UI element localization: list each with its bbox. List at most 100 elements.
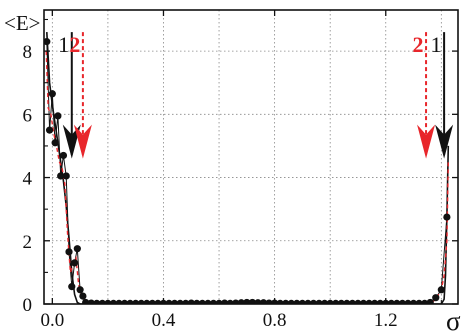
- data-point: [87, 299, 95, 304]
- data-point: [137, 299, 145, 304]
- data-point: [237, 299, 245, 304]
- data-point: [76, 286, 84, 294]
- solid-curve: [46, 32, 450, 304]
- data-point: [154, 299, 162, 304]
- data-point: [343, 299, 351, 304]
- arrow-label-2: 2: [69, 32, 80, 57]
- series-2-line: [45, 51, 449, 304]
- data-point: [198, 299, 206, 304]
- data-point: [120, 299, 129, 304]
- data-point: [304, 299, 312, 304]
- data-point: [204, 299, 212, 304]
- ticks: 0.0 0.4 0.8 1.2 0 2 4 6 8: [23, 10, 458, 331]
- arrow-head-3: [417, 124, 436, 159]
- data-point: [109, 299, 118, 304]
- data-point: [437, 286, 445, 294]
- data-point: [170, 299, 179, 304]
- data-point: [79, 292, 87, 300]
- y-axis-label: <E>: [4, 11, 41, 35]
- y-tick-label: 4: [23, 169, 33, 190]
- data-point: [421, 299, 429, 304]
- data-point: [432, 294, 440, 302]
- x-tick-label: 0.8: [263, 310, 287, 331]
- data-point: [193, 299, 201, 304]
- data-point: [232, 299, 240, 304]
- data-point: [398, 299, 407, 304]
- data-point: [126, 299, 134, 304]
- data-point: [73, 245, 81, 253]
- data-point: [415, 299, 423, 304]
- data-point: [254, 299, 262, 304]
- plot-frame: [43, 9, 459, 305]
- data-point: [365, 299, 373, 304]
- data-point: [165, 299, 173, 304]
- data-point: [70, 259, 79, 267]
- x-axis-label: σ: [446, 306, 461, 332]
- arrow-label-3: 2: [413, 32, 424, 57]
- data-point: [321, 299, 329, 304]
- data-point: [426, 298, 434, 304]
- data-point: [359, 299, 368, 304]
- y-tick-label: 8: [23, 42, 33, 63]
- data-point: [115, 299, 123, 304]
- data-point: [315, 299, 323, 304]
- data-point: [187, 299, 195, 304]
- data-point: [387, 299, 395, 304]
- data-point: [132, 299, 140, 304]
- data-point: [298, 299, 307, 304]
- data-point: [332, 299, 340, 304]
- data-point: [65, 248, 73, 256]
- data-point: [221, 299, 229, 304]
- data-point: [143, 299, 151, 304]
- y-tick-label: 2: [23, 232, 33, 253]
- y-tick-label: 6: [23, 105, 33, 126]
- data-point: [182, 299, 190, 304]
- arrow-label-4: 1: [431, 32, 442, 57]
- data-point: [98, 299, 106, 304]
- curves: [45, 32, 450, 304]
- x-tick-label: 1.2: [374, 310, 398, 331]
- data-point: [443, 213, 451, 221]
- data-point: [348, 299, 357, 304]
- data-point: [93, 299, 101, 304]
- data-point: [409, 299, 418, 304]
- series-1-line: [46, 41, 448, 304]
- data-point: [371, 299, 379, 304]
- y-tick-label: 0: [23, 295, 33, 316]
- data-point: [265, 299, 273, 304]
- data-point: [148, 299, 156, 304]
- data-point: [59, 151, 68, 160]
- data-point: [282, 299, 290, 304]
- data-point: [287, 299, 295, 304]
- data-point: [404, 299, 412, 304]
- x-tick-label: 0.4: [152, 310, 176, 331]
- x-tick-label: 0.0: [40, 310, 64, 331]
- arrow-label-1: 1: [58, 32, 69, 57]
- data-point: [337, 299, 345, 304]
- data-point: [226, 299, 234, 304]
- data-point: [393, 299, 401, 304]
- data-point: [376, 299, 384, 304]
- data-point: [48, 90, 56, 98]
- data-point: [68, 283, 76, 291]
- data-point: [259, 299, 268, 304]
- data-point: [276, 299, 284, 304]
- data-point: [243, 298, 251, 304]
- data-point: [82, 298, 90, 304]
- grid: [44, 10, 458, 304]
- data-points: [44, 38, 451, 304]
- data-point: [309, 299, 318, 304]
- data-point: [51, 139, 59, 147]
- data-point: [62, 172, 70, 180]
- data-point: [44, 38, 51, 46]
- arrow-head-2: [73, 124, 92, 159]
- data-point: [54, 112, 62, 120]
- data-point: [57, 172, 65, 180]
- data-point: [176, 299, 184, 304]
- data-point: [209, 299, 218, 304]
- data-point: [45, 126, 54, 134]
- arrow-head-4: [435, 124, 454, 159]
- data-point: [354, 299, 362, 304]
